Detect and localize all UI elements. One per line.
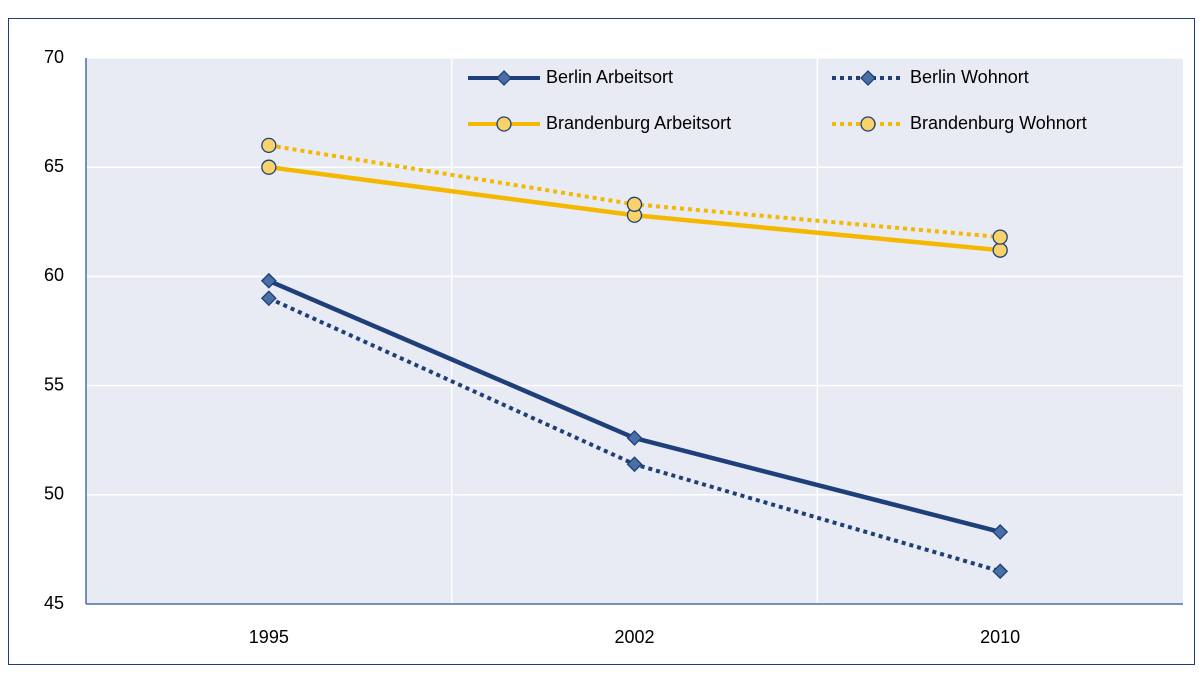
marker xyxy=(992,242,1008,258)
legend-label: Brandenburg Arbeitsort xyxy=(546,113,731,133)
marker xyxy=(626,196,643,212)
y-tick-label: 50 xyxy=(44,484,64,504)
marks: Berlin Arbeitsort Berlin Wohnort Brandenbu… xyxy=(260,67,1087,580)
marker xyxy=(260,290,277,307)
x-tick-label: 2002 xyxy=(614,627,654,647)
marker xyxy=(496,70,512,86)
marker xyxy=(261,137,277,154)
marker xyxy=(992,563,1009,580)
y-tick-label: 70 xyxy=(44,47,64,67)
marker xyxy=(626,430,643,446)
x-tick-label: 1995 xyxy=(249,627,289,647)
marker xyxy=(496,116,512,132)
marker xyxy=(992,524,1009,540)
marker xyxy=(260,272,277,289)
legend-label: Berlin Wohnort xyxy=(910,67,1029,87)
y-tick-label: 60 xyxy=(44,265,64,285)
marker xyxy=(860,116,876,132)
plot-area xyxy=(86,58,1183,604)
marker xyxy=(261,159,277,175)
y-tick-label: 45 xyxy=(44,593,64,613)
marker xyxy=(992,229,1008,245)
legend-label: Berlin Arbeitsort xyxy=(546,67,673,87)
y-tick-label: 55 xyxy=(44,374,64,394)
legend-label: Brandenburg Wohnort xyxy=(910,113,1087,133)
y-tick-label: 65 xyxy=(44,156,64,176)
marker xyxy=(626,456,643,473)
x-tick-label: 2010 xyxy=(980,627,1020,647)
marker xyxy=(860,70,876,86)
